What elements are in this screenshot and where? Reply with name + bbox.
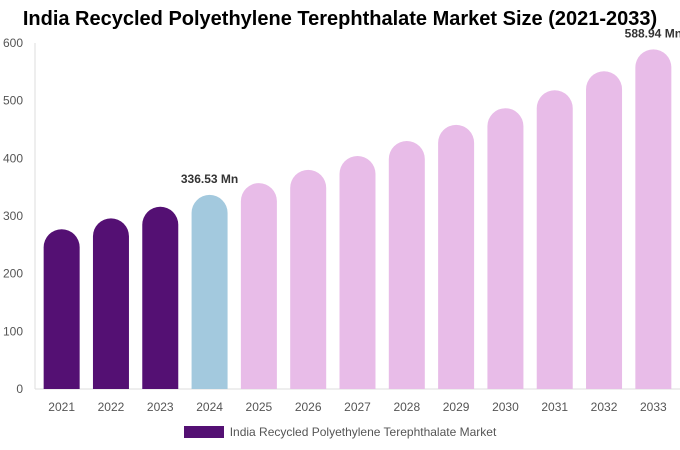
bar-2033 (635, 49, 672, 389)
x-tick-label: 2026 (295, 400, 322, 414)
x-tick-label: 2029 (443, 400, 470, 414)
x-tick-label: 2028 (393, 400, 420, 414)
bar-2022 (92, 218, 129, 389)
bar-2028 (388, 141, 425, 389)
bar-2030 (487, 108, 524, 389)
data-label: 588.94 Mn (625, 26, 680, 40)
bar-2023 (142, 206, 179, 389)
x-tick-label: 2025 (246, 400, 273, 414)
y-tick-label: 200 (3, 267, 23, 281)
y-tick-label: 400 (3, 151, 23, 165)
bar-2021 (43, 229, 80, 389)
y-tick-label: 300 (3, 209, 23, 223)
legend: India Recycled Polyethylene Terephthalat… (0, 425, 680, 439)
x-tick-label: 2022 (98, 400, 125, 414)
x-tick-label: 2024 (196, 400, 223, 414)
x-tick-label: 2032 (591, 400, 618, 414)
legend-swatch (183, 426, 224, 438)
x-tick-label: 2021 (48, 400, 75, 414)
y-tick-label: 100 (3, 324, 23, 338)
bar-2029 (438, 124, 475, 390)
x-tick-label: 2023 (147, 400, 174, 414)
x-tick-label: 2031 (541, 400, 568, 414)
bar-2027 (339, 156, 376, 389)
bar-2024 (191, 194, 228, 389)
x-tick-label: 2030 (492, 400, 519, 414)
bar-2031 (536, 90, 573, 389)
chart-title: India Recycled Polyethylene Terephthalat… (22, 8, 658, 30)
data-label: 336.53 Mn (181, 172, 238, 186)
x-tick-label: 2033 (640, 400, 667, 414)
bar-2026 (290, 169, 327, 389)
x-tick-label: 2027 (344, 400, 371, 414)
legend-label: India Recycled Polyethylene Terephthalat… (229, 425, 497, 439)
y-tick-label: 600 (3, 36, 23, 50)
bar-2025 (240, 183, 277, 389)
y-tick-label: 0 (16, 382, 23, 396)
y-tick-label: 500 (3, 94, 23, 108)
bar-2032 (586, 71, 623, 390)
